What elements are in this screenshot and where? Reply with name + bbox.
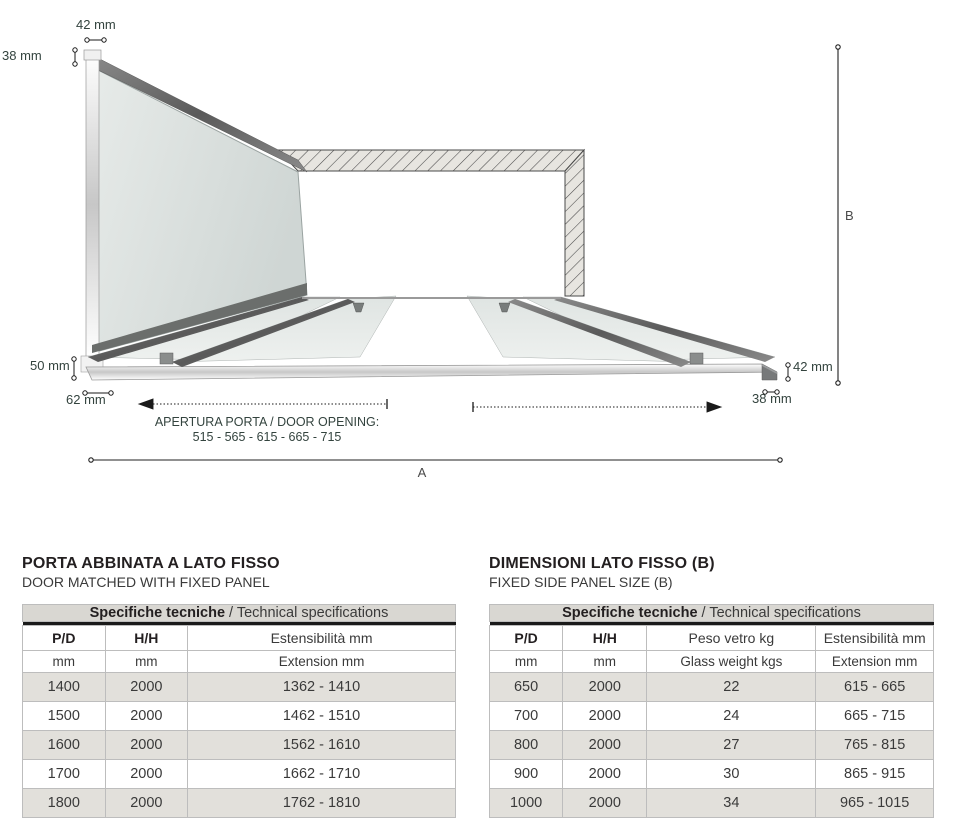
- svg-text:38 mm: 38 mm: [752, 391, 792, 406]
- svg-text:42 mm: 42 mm: [793, 359, 833, 374]
- svg-text:38 mm: 38 mm: [2, 48, 42, 63]
- svg-text:APERTURA PORTA / DOOR OPENING:: APERTURA PORTA / DOOR OPENING:: [155, 415, 379, 429]
- svg-text:515 - 565 - 615 - 665 - 715: 515 - 565 - 615 - 665 - 715: [193, 430, 342, 444]
- svg-text:42 mm: 42 mm: [76, 17, 116, 32]
- svg-text:50 mm: 50 mm: [30, 358, 70, 373]
- svg-text:B: B: [845, 208, 854, 223]
- svg-text:A: A: [418, 465, 427, 480]
